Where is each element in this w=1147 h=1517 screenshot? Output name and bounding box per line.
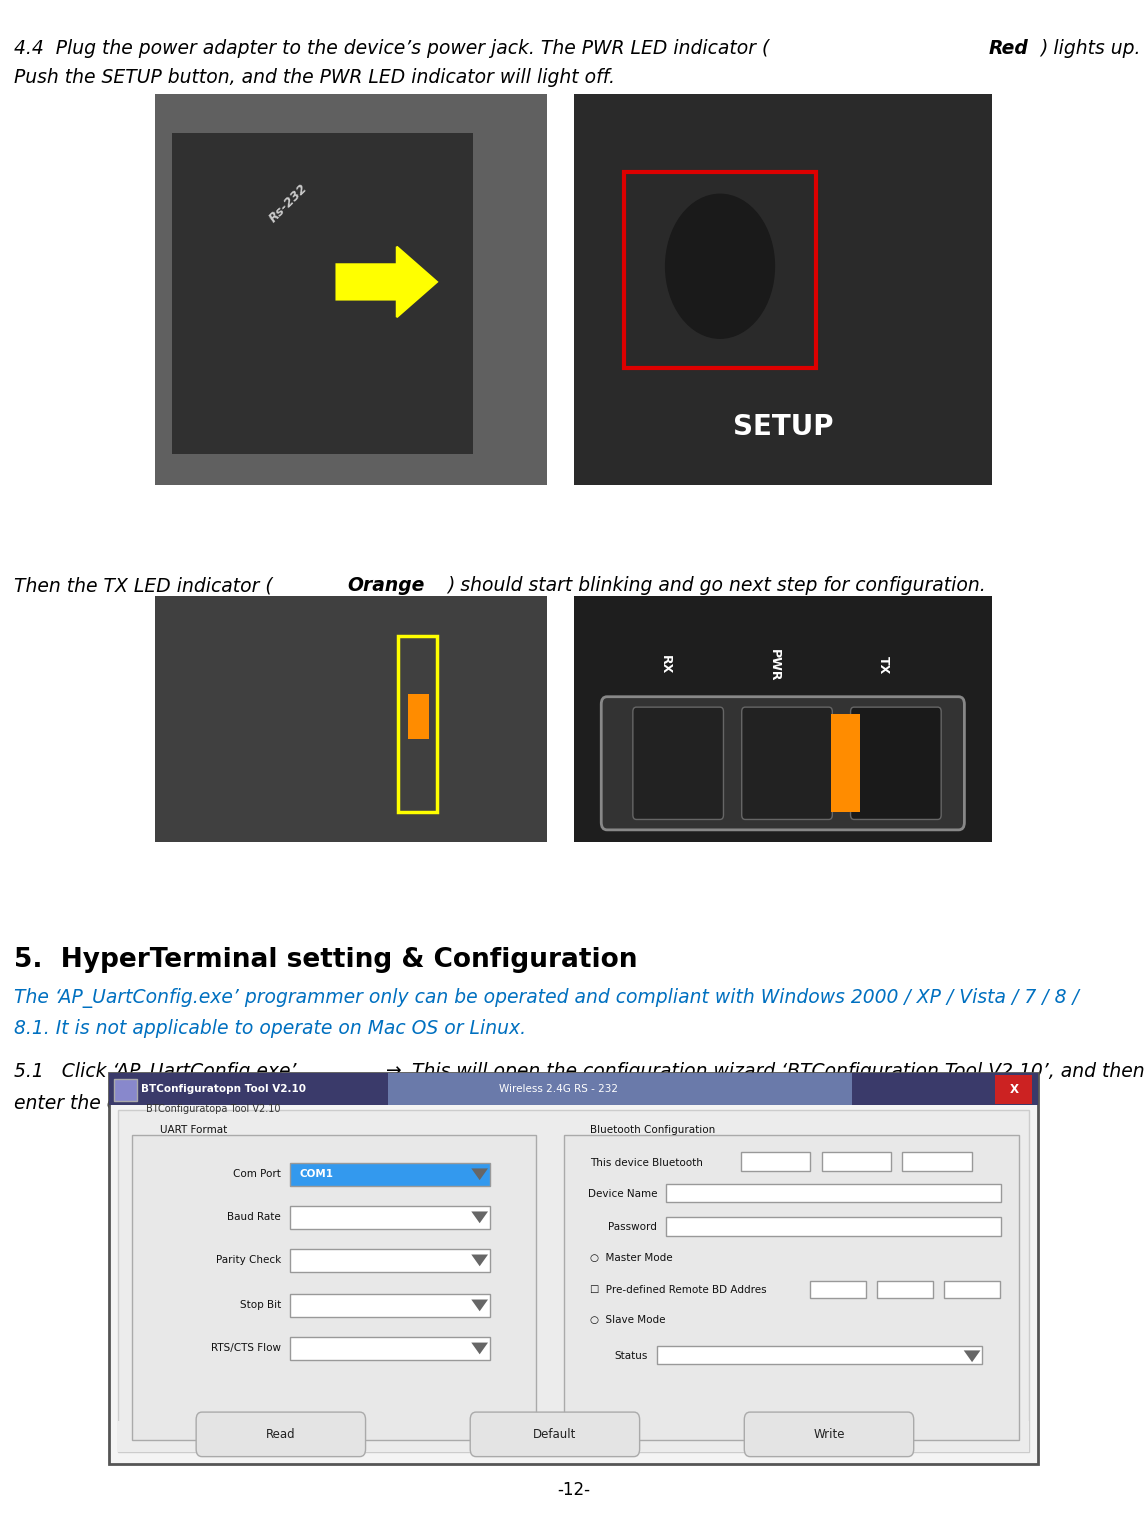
FancyBboxPatch shape bbox=[132, 1135, 537, 1441]
Text: ○  Slave Mode: ○ Slave Mode bbox=[591, 1315, 665, 1324]
Bar bbox=[114, 1079, 136, 1101]
Text: ) lights up.: ) lights up. bbox=[1039, 39, 1140, 59]
Text: PWR: PWR bbox=[768, 649, 781, 681]
Text: UART Format: UART Format bbox=[161, 1126, 227, 1135]
Text: COM1: COM1 bbox=[299, 1170, 334, 1179]
Polygon shape bbox=[471, 1168, 487, 1180]
Bar bbox=[109, 1073, 1038, 1464]
Bar bbox=[666, 1217, 1001, 1236]
FancyBboxPatch shape bbox=[633, 707, 724, 819]
Bar bbox=[666, 1183, 1001, 1203]
Text: BTConfiguratopn Tool V2.10: BTConfiguratopn Tool V2.10 bbox=[141, 1085, 306, 1094]
Bar bbox=[118, 1421, 1029, 1452]
Polygon shape bbox=[336, 247, 437, 317]
Text: X: X bbox=[1009, 1083, 1019, 1095]
Bar bbox=[996, 1076, 1032, 1104]
Polygon shape bbox=[471, 1255, 487, 1267]
FancyBboxPatch shape bbox=[851, 707, 942, 819]
Bar bbox=[574, 94, 992, 485]
Circle shape bbox=[665, 194, 774, 338]
Text: BTConfiguratopa Tool V2.10: BTConfiguratopa Tool V2.10 bbox=[146, 1104, 281, 1115]
Text: TX: TX bbox=[876, 655, 890, 674]
Bar bbox=[388, 1073, 852, 1104]
Bar bbox=[155, 94, 547, 485]
Bar bbox=[172, 133, 473, 454]
Polygon shape bbox=[471, 1343, 487, 1355]
Text: Com Port: Com Port bbox=[233, 1170, 281, 1179]
Bar bbox=[109, 1073, 1038, 1104]
Text: ○  Master Mode: ○ Master Mode bbox=[591, 1253, 673, 1264]
Text: Push the SETUP button, and the PWR LED indicator will light off.: Push the SETUP button, and the PWR LED i… bbox=[14, 68, 615, 88]
Text: Write: Write bbox=[813, 1427, 844, 1441]
Text: The ‘AP_UartConfig.exe’ programmer only can be operated and compliant with Windo: The ‘AP_UartConfig.exe’ programmer only … bbox=[14, 988, 1078, 1007]
Bar bbox=[624, 173, 817, 369]
FancyBboxPatch shape bbox=[601, 696, 965, 830]
Bar bbox=[118, 1110, 1029, 1452]
Text: →: → bbox=[387, 1062, 401, 1082]
FancyBboxPatch shape bbox=[564, 1135, 1020, 1441]
FancyBboxPatch shape bbox=[742, 707, 833, 819]
Polygon shape bbox=[471, 1212, 487, 1223]
Bar bbox=[830, 715, 860, 813]
Text: 5.  HyperTerminal setting & Configuration: 5. HyperTerminal setting & Configuration bbox=[14, 947, 638, 972]
Bar bbox=[155, 596, 547, 842]
Text: Red: Red bbox=[989, 39, 1028, 59]
Bar bbox=[657, 1346, 982, 1364]
Bar bbox=[903, 1153, 972, 1171]
Text: RX: RX bbox=[660, 655, 672, 675]
Bar bbox=[290, 1248, 490, 1273]
Text: Bluetooth Configuration: Bluetooth Configuration bbox=[591, 1126, 716, 1135]
Text: Orange: Orange bbox=[348, 576, 426, 596]
Bar bbox=[407, 695, 429, 739]
Bar bbox=[821, 1153, 891, 1171]
Text: 8.1. It is not applicable to operate on Mac OS or Linux.: 8.1. It is not applicable to operate on … bbox=[14, 1019, 525, 1039]
Text: RTS/CTS Flow: RTS/CTS Flow bbox=[211, 1344, 281, 1353]
Text: Device Name: Device Name bbox=[587, 1189, 657, 1198]
FancyBboxPatch shape bbox=[196, 1412, 366, 1456]
Text: -12-: -12- bbox=[557, 1481, 590, 1499]
Text: Password: Password bbox=[608, 1223, 657, 1232]
Polygon shape bbox=[471, 1300, 487, 1311]
Text: Read: Read bbox=[266, 1427, 296, 1441]
Text: ) should start blinking and go next step for configuration.: ) should start blinking and go next step… bbox=[447, 576, 986, 596]
Bar bbox=[290, 1162, 490, 1186]
Text: Status: Status bbox=[615, 1352, 648, 1361]
Text: Parity Check: Parity Check bbox=[216, 1256, 281, 1265]
Bar bbox=[944, 1280, 1000, 1299]
FancyBboxPatch shape bbox=[744, 1412, 914, 1456]
FancyBboxPatch shape bbox=[470, 1412, 640, 1456]
Text: This device Bluetooth: This device Bluetooth bbox=[591, 1157, 703, 1168]
Text: SETUP: SETUP bbox=[733, 413, 833, 441]
Polygon shape bbox=[963, 1350, 981, 1362]
Text: Then the TX LED indicator (: Then the TX LED indicator ( bbox=[14, 576, 273, 596]
Bar bbox=[398, 636, 437, 813]
Bar bbox=[574, 596, 992, 842]
Bar bbox=[290, 1294, 490, 1317]
Bar bbox=[290, 1336, 490, 1361]
Bar bbox=[290, 1206, 490, 1229]
Text: Stop Bit: Stop Bit bbox=[240, 1300, 281, 1311]
Text: ☐  Pre-defined Remote BD Addres: ☐ Pre-defined Remote BD Addres bbox=[591, 1285, 767, 1294]
Text: enter the correct information. In this case we have created COM port 1 so we sel: enter the correct information. In this c… bbox=[14, 1094, 871, 1113]
Bar bbox=[741, 1153, 811, 1171]
Bar bbox=[811, 1280, 866, 1299]
Text: Baud Rate: Baud Rate bbox=[227, 1212, 281, 1223]
Text: Wireless 2.4G RS - 232: Wireless 2.4G RS - 232 bbox=[499, 1085, 618, 1094]
Text: 4.4  Plug the power adapter to the device’s power jack. The PWR LED indicator (: 4.4 Plug the power adapter to the device… bbox=[14, 39, 770, 59]
Text: Rs-232: Rs-232 bbox=[267, 182, 311, 226]
Bar bbox=[877, 1280, 933, 1299]
Text: This will open the configuration wizard ‘BTConfiguration Tool V2.10’, and then: This will open the configuration wizard … bbox=[406, 1062, 1145, 1082]
Text: Default: Default bbox=[533, 1427, 577, 1441]
Text: 5.1   Click ‘AP_UartConfig.exe’: 5.1 Click ‘AP_UartConfig.exe’ bbox=[14, 1062, 303, 1082]
